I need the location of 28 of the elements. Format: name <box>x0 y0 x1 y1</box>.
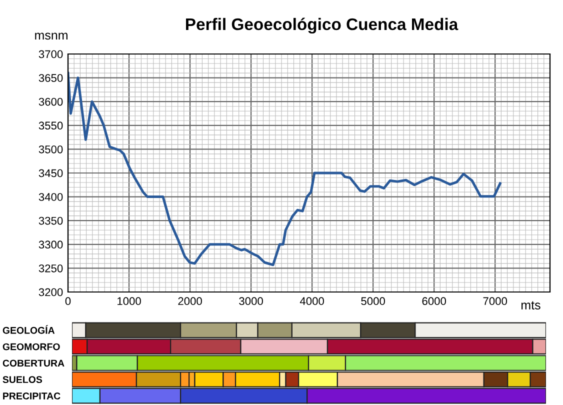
y-tick-label: SUELOS <box>2 376 42 384</box>
y-tick-label: 3650 <box>38 74 63 82</box>
chart-title: Perfil Geoecológico Cuenca Media <box>186 18 458 34</box>
y-tick-label: 3450 <box>38 169 63 178</box>
y-tick-label: 3350 <box>38 216 63 225</box>
y-tick-label: 3600 <box>38 98 63 106</box>
x-tick-label: 3000 <box>239 297 263 306</box>
y-tick-label: GEOLOGÍA <box>2 325 55 334</box>
x-tick-label: 1000 <box>118 297 141 306</box>
x-tick-label: 5000 <box>361 297 385 306</box>
y-tick-label: COBERTURA <box>2 360 64 367</box>
x-tick-label: 7000 <box>483 297 508 306</box>
y-tick-label: 3550 <box>38 122 63 130</box>
x-tick-label: 2000 <box>178 297 202 306</box>
y-tick-label: 3700 <box>38 50 63 58</box>
line-series <box>68 72 502 266</box>
y-tick-label: PRECIPITAC <box>3 392 60 400</box>
x-tick-label: 6000 <box>422 297 446 306</box>
y-tick-label: 3400 <box>38 193 63 201</box>
y-tick-label: GEOMORFO <box>2 343 60 350</box>
x-tick-label: 0 <box>65 297 71 306</box>
y-tick-label: 3500 <box>38 145 63 154</box>
y-tick-label: 3300 <box>38 240 63 249</box>
x-tick-label: 4000 <box>300 297 324 306</box>
y-tick-label: 3200 <box>38 288 63 296</box>
x-axis-title: mts <box>521 301 540 310</box>
y-tick-label: 3250 <box>38 264 63 272</box>
y-axis-title: msnm <box>35 32 68 40</box>
